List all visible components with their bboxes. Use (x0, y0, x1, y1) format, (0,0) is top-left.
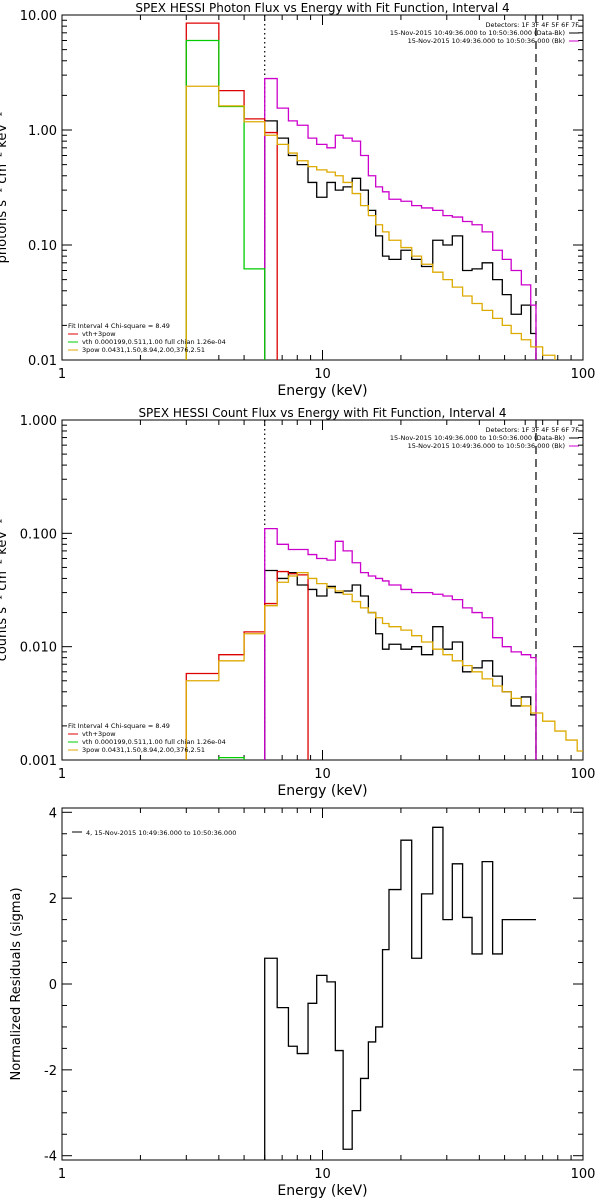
legend-entry: vth 0.000199,0.511,1.00 full chian 1.26e… (82, 738, 226, 746)
chart-title: SPEX HESSI Photon Flux vs Energy with Fi… (135, 1, 509, 15)
panel-2: 1 10 100 0.001 0.010 0.100 1.000 SPEX HESSI Cou… (0, 406, 595, 799)
y-tick-label: 4 (49, 806, 57, 821)
legend-entry: 15-Nov-2015 10:49:36.000 to 10:50:36.000… (390, 434, 565, 442)
series-group (264, 826, 536, 1160)
x-tick-label: 1 (58, 1167, 66, 1182)
series-5-step-line (185, 571, 583, 760)
x-axis-label: Energy (keV) (277, 783, 367, 799)
legend-entry: vth 0.000199,0.511,1.00 full chian 1.26e… (82, 338, 226, 346)
axes-frame (61, 419, 584, 761)
axes-frame (61, 14, 584, 361)
y-tick-label: 2 (49, 892, 57, 907)
series-5-step-line (185, 85, 556, 360)
series-3-step-line (185, 22, 278, 360)
y-tick-label: 0.001 (20, 754, 57, 769)
legend-entry: 15-Nov-2015 10:49:36.000 to 10:50:36.000… (408, 37, 565, 45)
legend-entry: 4, 15-Nov-2015 10:49:36.000 to 10:50:36.… (86, 829, 236, 837)
series-4-step-line (218, 756, 245, 760)
series-1-step-line (264, 826, 536, 1160)
x-axis-label: Energy (keV) (277, 383, 367, 399)
x-axis-label: Energy (keV) (277, 1183, 367, 1199)
x-tick-label: 1 (58, 767, 66, 782)
series-4-step-line (185, 39, 266, 360)
y-tick-label: 0 (49, 978, 57, 993)
x-tick-label: 10 (314, 367, 331, 382)
legend-entry: Detectors: 1F 3F 4F 5F 6F 7F (485, 426, 579, 434)
series-group (185, 527, 583, 760)
y-tick-label: 1.000 (20, 414, 57, 429)
x-tick-label: 10 (314, 767, 331, 782)
x-tick-label: 100 (571, 767, 596, 782)
y-tick-label: 0.010 (20, 641, 57, 656)
y-tick-label: -4 (44, 1150, 57, 1165)
panel-3: 1 10 100 -4 -2 0 2 4 Energy (keV) Normalized Resi… (9, 806, 595, 1199)
legend-entry: 15-Nov-2015 10:49:36.000 to 10:50:36.000… (408, 442, 565, 450)
y-tick-label: -2 (44, 1064, 57, 1079)
y-axis-label: counts s⁻¹ cm⁻² keV⁻¹ (0, 519, 10, 662)
axes-frame (61, 807, 584, 1161)
series-1-step-line (264, 120, 537, 360)
y-axis-label: Normalized Residuals (sigma) (9, 887, 24, 1080)
series-2-step-line (264, 527, 537, 760)
legend-entry: Detectors: 1F 3F 4F 5F 6F 7F (485, 21, 579, 29)
y-tick-label: 10.00 (20, 9, 57, 24)
x-tick-label: 10 (314, 1167, 331, 1182)
legend-entry: vth+3pow (82, 330, 116, 338)
panel-1: 1 10 100 0.01 0.10 1.00 10.00 SPEX HESSI Photon… (0, 1, 595, 399)
series-1-step-line (264, 569, 537, 760)
y-tick-label: 0.100 (20, 527, 57, 542)
series-2-step-line (264, 77, 537, 360)
legend-entry: 15-Nov-2015 10:49:36.000 to 10:50:36.000… (390, 29, 565, 37)
series-3-step-line (185, 570, 309, 760)
legend-entry: 3pow 0.0431,1.50,8.94,2.00,376,2.51 (82, 746, 205, 754)
legend-entry: vth+3pow (82, 730, 116, 738)
series-group (185, 22, 556, 360)
x-tick-label: 100 (571, 1167, 596, 1182)
y-tick-label: 0.01 (28, 354, 57, 369)
chart-title: SPEX HESSI Count Flux vs Energy with Fit… (138, 406, 506, 420)
y-axis-label: photons s⁻¹ cm⁻² keV⁻¹ (0, 112, 10, 264)
y-tick-label: 0.10 (28, 239, 57, 254)
legend-entry: 3pow 0.0431,1.50,8.94,2.00,376,2.51 (82, 346, 205, 354)
y-tick-label: 1.00 (28, 124, 57, 139)
legend-entry: Fit Interval 4 Chi-square = 8.49 (68, 722, 170, 730)
x-tick-label: 100 (571, 367, 596, 382)
x-tick-label: 1 (58, 367, 66, 382)
legend-entry: Fit Interval 4 Chi-square = 8.49 (68, 322, 170, 330)
